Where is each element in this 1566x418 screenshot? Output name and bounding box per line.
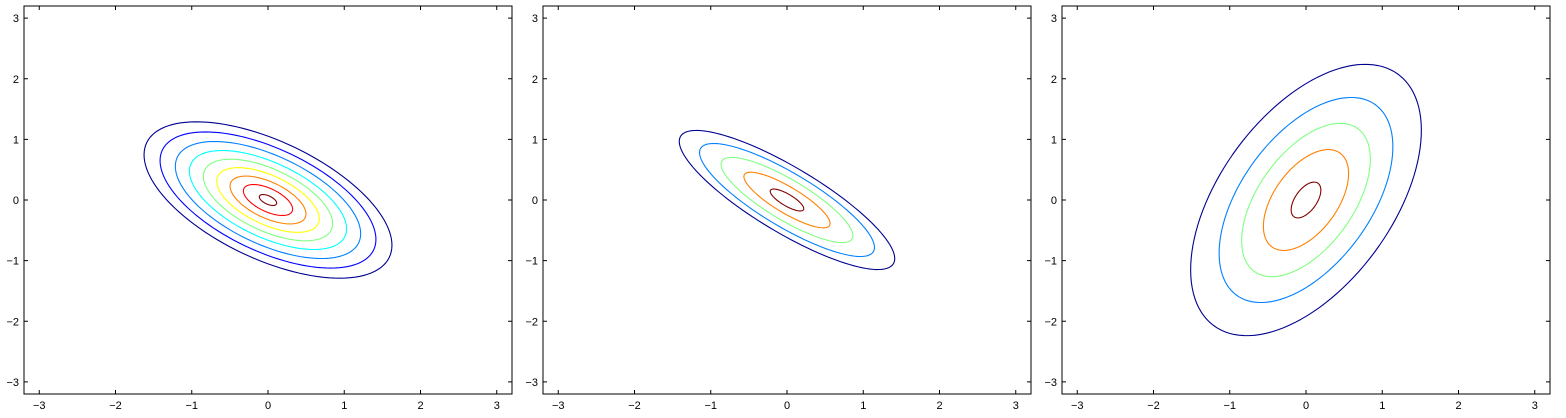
y-tick-label: 1 — [13, 134, 19, 146]
y-tick-label: 3 — [1051, 13, 1057, 25]
x-tick-label: 0 — [1303, 400, 1309, 412]
contour-level-4 — [188, 149, 348, 251]
x-tick-label: 1 — [341, 400, 347, 412]
axes-frame — [23, 5, 513, 395]
x-tick-label: 3 — [1013, 400, 1019, 412]
y-tick-label: 2 — [1051, 74, 1057, 86]
contour-panel-3: −3 −2 −1 0 1 2 3 3 2 1 0 −1 −2 −3 — [1044, 5, 1551, 412]
y-tick-label: 2 — [13, 74, 19, 86]
x-tick-label: −3 — [1071, 400, 1084, 412]
contour-level-5 — [769, 188, 805, 212]
x-tick-label: 0 — [265, 400, 271, 412]
contour-level-2 — [1218, 96, 1394, 304]
contour-level-6 — [216, 167, 320, 233]
contour-level-8 — [242, 183, 294, 217]
y-tick-label: 0 — [532, 195, 538, 207]
y-tick-label: −3 — [1044, 377, 1057, 389]
x-tick-label: 1 — [1379, 400, 1385, 412]
contour-level-2 — [159, 131, 377, 269]
x-tick-label: −3 — [33, 400, 46, 412]
x-tick-label: −1 — [1223, 400, 1236, 412]
contour-level-1 — [678, 129, 896, 271]
y-tick-label: 1 — [1051, 134, 1057, 146]
contour-level-1 — [143, 121, 393, 279]
x-tick-label: −1 — [185, 400, 198, 412]
y-tick-label: −3 — [6, 377, 19, 389]
y-tick-label: −3 — [525, 377, 538, 389]
y-tick-label: 1 — [532, 134, 538, 146]
x-tick-label: 0 — [784, 400, 790, 412]
contour-level-3 — [174, 140, 362, 260]
x-tick-label: −1 — [704, 400, 717, 412]
axes-frame — [1061, 5, 1551, 395]
x-tick-label: 2 — [1455, 400, 1461, 412]
y-tick-label: −2 — [525, 316, 538, 328]
contour-level-5 — [1290, 181, 1322, 219]
contour-level-4 — [1262, 149, 1350, 251]
y-tick-label: 0 — [13, 195, 19, 207]
contour-level-7 — [229, 175, 307, 225]
x-tick-label: 3 — [1532, 400, 1538, 412]
contour-level-1 — [1190, 63, 1422, 337]
y-tick-label: 0 — [1051, 195, 1057, 207]
x-tick-label: 2 — [417, 400, 423, 412]
contour-level-9 — [258, 193, 278, 207]
x-tick-label: 1 — [860, 400, 866, 412]
x-tick-label: 3 — [494, 400, 500, 412]
contour-panel-1: −3 −2 −1 0 1 2 3 3 2 1 0 −1 −2 −3 — [6, 5, 513, 412]
x-tick-label: 2 — [936, 400, 942, 412]
x-tick-label: −2 — [1147, 400, 1160, 412]
x-tick-label: −3 — [552, 400, 565, 412]
contour-level-3 — [720, 156, 854, 244]
y-tick-label: −1 — [1044, 256, 1057, 268]
contour-level-5 — [202, 158, 334, 242]
x-tick-label: −2 — [109, 400, 122, 412]
y-tick-label: −2 — [6, 316, 19, 328]
axes-frame — [542, 5, 1032, 395]
y-tick-label: −1 — [6, 256, 19, 268]
contour-panel-2: −3 −2 −1 0 1 2 3 3 2 1 0 −1 −2 −3 — [525, 5, 1032, 412]
x-tick-label: −2 — [628, 400, 641, 412]
contour-level-4 — [743, 171, 831, 229]
y-tick-label: 3 — [532, 13, 538, 25]
y-tick-label: −2 — [1044, 316, 1057, 328]
contour-level-3 — [1241, 122, 1371, 278]
contour-level-2 — [698, 142, 876, 258]
y-tick-label: 2 — [532, 74, 538, 86]
y-tick-label: 3 — [13, 13, 19, 25]
y-tick-label: −1 — [525, 256, 538, 268]
